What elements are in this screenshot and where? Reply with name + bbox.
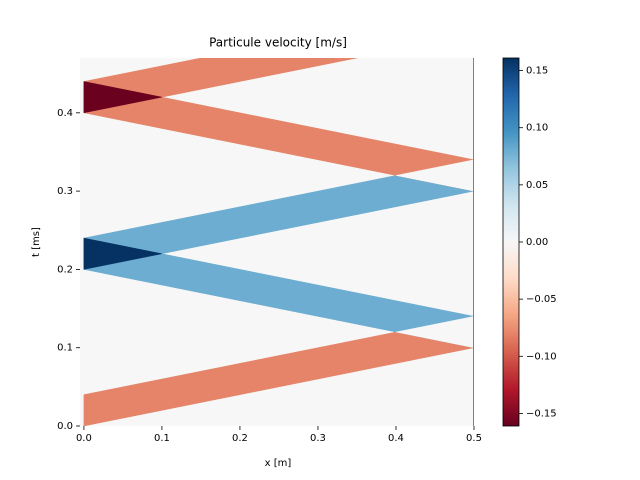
colorbar-tick-label: −0.05	[526, 294, 557, 305]
plot-area	[80, 58, 474, 426]
x-tick-label: 0.1	[154, 433, 170, 444]
heatmap-region	[83, 316, 474, 426]
colorbar-tick-label: −0.10	[526, 351, 557, 362]
colorbar-tick-label: 0.00	[526, 237, 548, 248]
y-tick-label: 0.4	[57, 108, 73, 119]
y-tick-label: 0.1	[57, 343, 73, 354]
x-tick-label: 0.5	[466, 433, 482, 444]
x-tick-label: 0.0	[76, 433, 92, 444]
colorbar-tick-label: 0.10	[526, 123, 548, 134]
colorbar	[502, 57, 520, 427]
heatmap-region	[395, 159, 474, 192]
x-axis-label: x [m]	[265, 458, 292, 469]
x-tick-label: 0.2	[232, 433, 248, 444]
colorbar-tick-label: 0.05	[526, 180, 548, 191]
chart-title: Particule velocity [m/s]	[209, 36, 347, 50]
y-axis-label: t [ms]	[31, 227, 42, 257]
x-tick-label: 0.3	[310, 433, 326, 444]
heatmap-region	[83, 237, 162, 270]
y-tick-label: 0.2	[57, 264, 73, 275]
x-tick-label: 0.4	[388, 433, 404, 444]
colorbar-tick-label: −0.15	[526, 408, 557, 419]
heatmap-region	[395, 316, 474, 348]
y-tick-label: 0.3	[57, 186, 73, 197]
y-tick-label: 0.0	[57, 421, 73, 432]
colorbar-tick-label: 0.15	[526, 66, 548, 77]
heatmap-region	[83, 81, 162, 114]
